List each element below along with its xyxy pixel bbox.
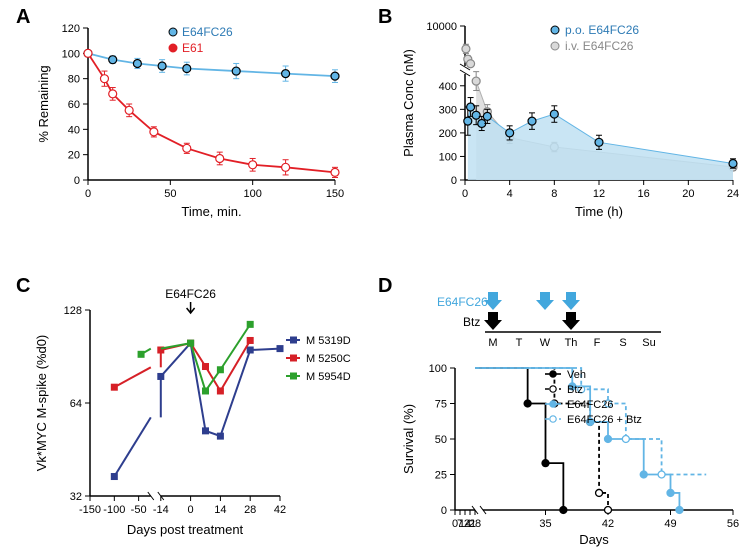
- panel-label-d: D: [378, 275, 392, 298]
- svg-text:300: 300: [439, 104, 457, 116]
- svg-text:Vk*MYC M-spike (%d0): Vk*MYC M-spike (%d0): [34, 335, 49, 472]
- svg-text:p.o. E64FC26: p.o. E64FC26: [565, 23, 639, 37]
- svg-text:E64FC26: E64FC26: [182, 25, 233, 39]
- svg-text:4: 4: [507, 188, 513, 200]
- svg-text:35: 35: [539, 518, 551, 530]
- svg-text:-50: -50: [131, 504, 147, 516]
- svg-text:20: 20: [68, 150, 80, 162]
- svg-text:E64FC26: E64FC26: [567, 399, 613, 411]
- svg-text:Plasma Conc (nM): Plasma Conc (nM): [401, 49, 416, 157]
- svg-text:24: 24: [727, 188, 739, 200]
- svg-text:Days post treatment: Days post treatment: [127, 522, 244, 537]
- svg-text:16: 16: [638, 188, 650, 200]
- panel-label-c: C: [16, 275, 30, 298]
- svg-text:E61: E61: [182, 41, 204, 55]
- svg-text:40: 40: [68, 124, 80, 136]
- svg-text:M 5250C: M 5250C: [306, 353, 351, 365]
- svg-text:28: 28: [469, 518, 481, 530]
- svg-text:75: 75: [435, 399, 447, 411]
- panel-b-chart: 0 4 8 12 16 20 24 0 100 200 300 400 10000 Time (h) Pla…: [395, 10, 745, 220]
- svg-text:150: 150: [326, 188, 344, 200]
- svg-text:E64FC26: E64FC26: [165, 287, 216, 301]
- svg-text:-100: -100: [103, 504, 125, 516]
- svg-text:Btz: Btz: [567, 384, 583, 396]
- svg-text:E64FC26 + Btz: E64FC26 + Btz: [567, 414, 642, 426]
- svg-text:% Remaining: % Remaining: [36, 65, 51, 142]
- svg-text:Veh: Veh: [567, 369, 586, 381]
- svg-text:F: F: [594, 337, 601, 349]
- svg-text:12: 12: [593, 188, 605, 200]
- multi-panel-figure: A 050100150020406080100120Time, min.% Re…: [0, 0, 749, 556]
- panel-c-chart: -150-100 -50 -14 0 14 28 42 32 64 128 Days post tr…: [30, 280, 370, 540]
- svg-text:25: 25: [435, 470, 447, 482]
- svg-text:64: 64: [70, 398, 82, 410]
- svg-text:42: 42: [602, 518, 614, 530]
- svg-text:0: 0: [451, 175, 457, 187]
- svg-text:128: 128: [64, 305, 82, 317]
- svg-text:100: 100: [243, 188, 261, 200]
- svg-text:100: 100: [429, 363, 447, 375]
- svg-text:60: 60: [68, 99, 80, 111]
- svg-text:Th: Th: [565, 337, 578, 349]
- svg-text:100: 100: [439, 151, 457, 163]
- svg-text:56: 56: [727, 518, 739, 530]
- svg-text:28: 28: [244, 504, 256, 516]
- svg-text:T: T: [516, 337, 523, 349]
- svg-text:0: 0: [462, 188, 468, 200]
- svg-text:8: 8: [551, 188, 557, 200]
- svg-text:49: 49: [664, 518, 676, 530]
- panel-d-chart: E64FC26BtzMTWThFSSu071421283542495602550…: [395, 280, 745, 550]
- svg-text:E64FC26: E64FC26: [437, 295, 488, 309]
- svg-text:100: 100: [62, 48, 80, 60]
- svg-text:0: 0: [74, 175, 80, 187]
- svg-text:S: S: [619, 337, 626, 349]
- svg-text:10000: 10000: [426, 21, 457, 33]
- svg-text:M: M: [488, 337, 497, 349]
- svg-text:-14: -14: [153, 504, 169, 516]
- svg-text:0: 0: [188, 504, 194, 516]
- svg-text:400: 400: [439, 81, 457, 93]
- svg-text:32: 32: [70, 491, 82, 503]
- svg-text:W: W: [540, 337, 551, 349]
- svg-text:i.v. E64FC26: i.v. E64FC26: [565, 39, 634, 53]
- svg-text:0: 0: [85, 188, 91, 200]
- svg-text:50: 50: [435, 434, 447, 446]
- svg-text:Btz: Btz: [463, 315, 480, 329]
- svg-text:M 5319D: M 5319D: [306, 335, 351, 347]
- svg-text:42: 42: [274, 504, 286, 516]
- svg-text:80: 80: [68, 74, 80, 86]
- panel-a-chart: 0 50 100 150 0 20 40 60 80 100 120 Time, min. % Rema…: [30, 10, 350, 220]
- panel-label-b: B: [378, 6, 392, 29]
- svg-text:Su: Su: [642, 337, 655, 349]
- svg-text:0: 0: [441, 505, 447, 517]
- svg-text:Time, min.: Time, min.: [181, 204, 241, 219]
- svg-text:14: 14: [214, 504, 226, 516]
- svg-text:-150: -150: [79, 504, 101, 516]
- svg-text:20: 20: [682, 188, 694, 200]
- svg-text:Survival (%): Survival (%): [401, 404, 416, 474]
- svg-text:M 5954D: M 5954D: [306, 371, 351, 383]
- svg-text:Days: Days: [579, 532, 609, 547]
- svg-text:50: 50: [164, 188, 176, 200]
- svg-text:200: 200: [439, 128, 457, 140]
- panel-label-a: A: [16, 6, 30, 29]
- svg-text:Time (h): Time (h): [575, 204, 623, 219]
- svg-text:120: 120: [62, 23, 80, 35]
